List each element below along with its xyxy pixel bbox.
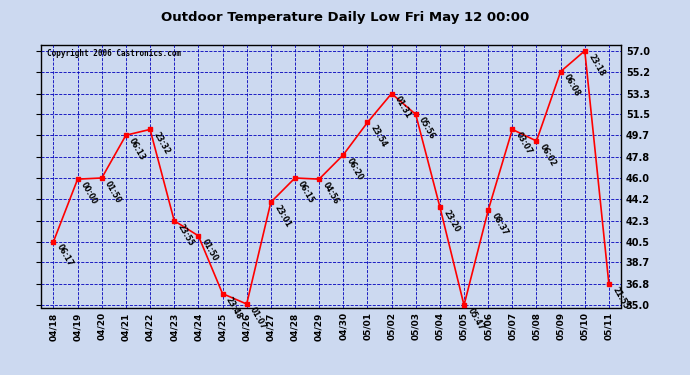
Text: 01:50: 01:50 <box>200 237 219 262</box>
Text: 05:56: 05:56 <box>417 116 437 141</box>
Text: 23:32: 23:32 <box>152 131 171 156</box>
Text: 04:56: 04:56 <box>321 180 340 206</box>
Text: 06:02: 06:02 <box>538 142 558 168</box>
Text: 06:17: 06:17 <box>55 243 75 268</box>
Text: 06:20: 06:20 <box>345 156 364 182</box>
Text: 08:37: 08:37 <box>490 212 509 237</box>
Text: 23:20: 23:20 <box>442 208 461 234</box>
Text: 01:07: 01:07 <box>248 305 268 331</box>
Text: 21:55: 21:55 <box>611 286 630 311</box>
Text: 00:00: 00:00 <box>79 180 99 206</box>
Text: 03:07: 03:07 <box>514 131 533 156</box>
Text: 06:15: 06:15 <box>297 179 316 205</box>
Text: 23:18: 23:18 <box>586 52 606 78</box>
Text: Outdoor Temperature Daily Low Fri May 12 00:00: Outdoor Temperature Daily Low Fri May 12… <box>161 11 529 24</box>
Text: 06:13: 06:13 <box>128 136 147 162</box>
Text: 01:31: 01:31 <box>393 95 413 120</box>
Text: 01:50: 01:50 <box>104 179 123 205</box>
Text: 23:01: 23:01 <box>273 204 292 229</box>
Text: Copyright 2006 Castronics.com: Copyright 2006 Castronics.com <box>47 49 181 58</box>
Text: 23:55: 23:55 <box>176 222 195 248</box>
Text: 05:47: 05:47 <box>466 307 485 332</box>
Text: 23:54: 23:54 <box>369 124 388 149</box>
Text: 06:08: 06:08 <box>562 73 582 99</box>
Text: 23:48: 23:48 <box>224 295 244 321</box>
